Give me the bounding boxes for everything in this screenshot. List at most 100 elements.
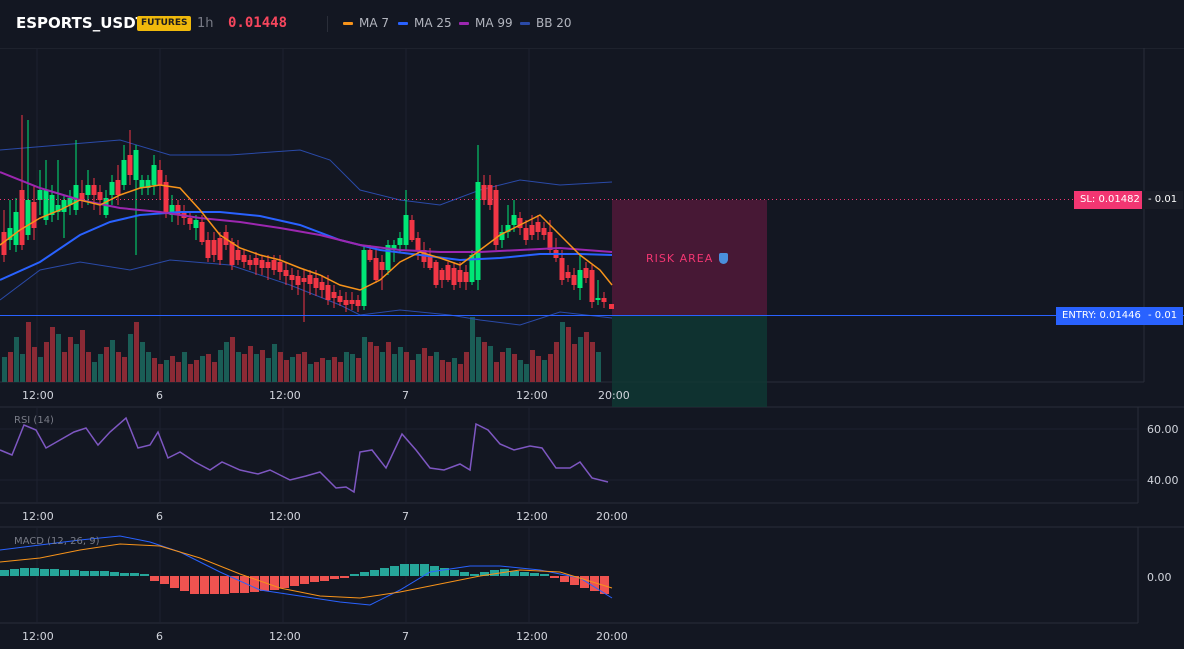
volume-bar: [176, 362, 181, 382]
last-price-marker: [609, 304, 614, 309]
time-label: 20:00: [596, 510, 628, 523]
volume-bar: [458, 364, 463, 382]
volume-bar: [572, 344, 577, 382]
candle-body: [241, 255, 247, 262]
reward-area-box[interactable]: [612, 316, 767, 407]
candle-body: [235, 250, 241, 260]
candle-body: [397, 238, 403, 245]
volume-bar: [386, 342, 391, 382]
chart-header: ESPORTS_USDT FUTURES 1h 0.01448 MA 7 MA …: [0, 0, 1184, 49]
volume-bar: [296, 354, 301, 382]
macd-tick-zero: 0.00: [1147, 571, 1172, 584]
ma25-line: [0, 211, 613, 281]
volume-bar: [524, 364, 529, 382]
volume-bar: [476, 337, 481, 382]
candle-body: [541, 228, 547, 235]
bb20-swatch: [520, 21, 530, 25]
volume-bar: [470, 317, 475, 382]
risk-area-text: RISK AREA: [646, 252, 714, 265]
candle-body: [271, 260, 277, 270]
volume-bar: [140, 342, 145, 382]
macd-title: MACD (12, 26, 9): [14, 536, 100, 547]
candle-body: [307, 275, 313, 284]
volume-bar: [338, 362, 343, 382]
legend-bb20[interactable]: BB 20: [520, 16, 572, 30]
ma7-line: [0, 184, 613, 291]
volume-bar: [56, 334, 61, 382]
volume-bar: [248, 346, 253, 382]
candle-body: [145, 180, 151, 188]
legend-ma25[interactable]: MA 25: [398, 16, 452, 30]
candle-body: [277, 262, 283, 272]
candle-body: [415, 238, 421, 250]
macd-histogram-bar: [600, 576, 609, 594]
volume-bar: [404, 352, 409, 382]
candle-body: [523, 228, 529, 240]
macd-histogram-bar: [540, 574, 549, 576]
candle-body: [319, 282, 325, 290]
volume-bar: [242, 354, 247, 382]
volume-bar: [116, 352, 121, 382]
sl-delta-label: - 0.01: [1148, 194, 1178, 205]
volume-bar: [362, 337, 367, 382]
volume-bar: [212, 362, 217, 382]
macd-histogram-bar: [300, 576, 309, 584]
volume-bar: [578, 337, 583, 382]
rsi-tick-60: 60.00: [1147, 423, 1179, 436]
candle-body: [439, 270, 445, 280]
macd-histogram-bar: [390, 566, 399, 576]
volume-bar: [434, 352, 439, 382]
entry-price-tag[interactable]: ENTRY: 0.01446: [1056, 307, 1147, 325]
macd-histogram-bar: [50, 569, 59, 576]
sl-delta-tag: - 0.01: [1142, 191, 1184, 209]
candle-body: [97, 192, 103, 200]
candle-body: [337, 296, 343, 302]
symbol-name[interactable]: ESPORTS_USDT: [16, 14, 146, 32]
candle-body: [391, 245, 397, 250]
candle-body: [487, 185, 493, 205]
pane-frames: [0, 48, 1184, 624]
volume-bar: [428, 356, 433, 382]
volume-bar: [530, 350, 535, 382]
macd-histogram-bar: [0, 570, 9, 576]
macd-histogram-bar: [270, 576, 279, 590]
candle-body: [601, 298, 607, 302]
candle-body: [463, 272, 469, 282]
volume-bar: [80, 330, 85, 382]
candle-body: [535, 222, 541, 232]
macd-histogram-bar: [100, 571, 109, 576]
interval-selector[interactable]: 1h: [197, 16, 214, 31]
macd-histogram-bar: [570, 576, 579, 585]
candle-body: [499, 232, 505, 240]
volume-bar: [206, 354, 211, 382]
signal-line: [0, 543, 613, 599]
sl-price-tag[interactable]: SL: 0.01482: [1074, 191, 1146, 209]
candle-body: [259, 260, 265, 268]
macd-histogram-bar: [370, 570, 379, 576]
candle-body: [121, 160, 127, 185]
macd-line: [0, 535, 613, 606]
candle-body: [55, 205, 61, 212]
macd-histogram-bar: [200, 576, 209, 594]
volume-bar: [290, 357, 295, 382]
legend-ma7[interactable]: MA 7: [343, 16, 389, 30]
ma99-line: [0, 171, 613, 253]
candle-body: [133, 150, 139, 180]
candle-body: [433, 262, 439, 285]
candle-body: [67, 198, 73, 205]
time-label: 20:00: [596, 630, 628, 643]
legend-ma99[interactable]: MA 99: [459, 16, 513, 30]
futures-badge: FUTURES: [137, 16, 192, 31]
time-label: 7: [402, 389, 409, 402]
macd-histogram-bar: [450, 570, 459, 576]
macd-histogram-bar: [320, 576, 329, 581]
candle-body: [79, 193, 85, 200]
volume-bar: [260, 350, 265, 382]
legend-bb20-label: BB 20: [536, 16, 572, 30]
risk-area-box[interactable]: [612, 200, 767, 316]
candle-body: [493, 190, 499, 245]
volume-bar: [272, 344, 277, 382]
candle-body: [247, 260, 253, 265]
candle-body: [157, 170, 163, 185]
